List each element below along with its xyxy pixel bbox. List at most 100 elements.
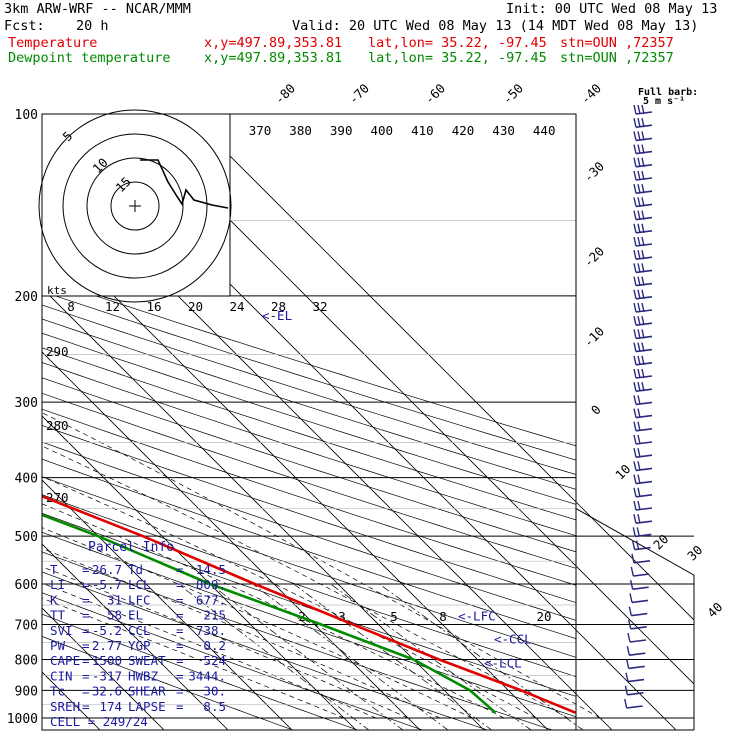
- wind-barb-feather: [633, 184, 637, 194]
- wind-barb-feather: [633, 342, 637, 352]
- wind-barb-feather: [633, 157, 637, 167]
- parcel-info-key: CAPE: [50, 653, 80, 668]
- isotherm-label: -40: [578, 81, 605, 108]
- parcel-level-label: <-EL: [262, 308, 292, 323]
- parcel-info-value: 0.2: [203, 638, 226, 653]
- parcel-info-key: HWBZ: [128, 668, 159, 683]
- wind-barb-feather: [633, 170, 637, 181]
- wind-barb-feather: [637, 368, 641, 379]
- wind-barb-feather: [633, 500, 637, 511]
- parcel-info-eq: =: [82, 638, 90, 653]
- dry-adiabat-label: 380: [289, 123, 312, 138]
- dry-adiabat: [42, 635, 294, 730]
- wind-barb-feather: [641, 184, 645, 194]
- parcel-info-key: Td: [128, 562, 143, 577]
- hodograph-speed-label: 32: [312, 299, 327, 314]
- wind-barb-feather: [637, 131, 641, 141]
- barb-legend-line2: 5 m s⁻¹: [643, 96, 685, 107]
- temperature-legend: Temperature: [8, 35, 98, 51]
- parcel-info-eq: =: [176, 623, 184, 638]
- wind-barb: [635, 441, 653, 445]
- parcel-info-value: 524: [203, 653, 226, 668]
- parcel-info-eq: =: [82, 623, 90, 638]
- wind-barb-feather: [641, 118, 645, 128]
- parcel-info-value: -317: [92, 668, 122, 683]
- isotherm-line: [42, 415, 357, 730]
- parcel-info-value: 3444.: [188, 668, 226, 683]
- parcel-info-key: SHEAR: [128, 684, 166, 699]
- mixing-ratio-label: 5: [390, 609, 398, 624]
- isotherm-label: -60: [422, 81, 449, 108]
- wind-barb-feather: [625, 672, 629, 682]
- wind-barb-feather: [641, 368, 645, 379]
- wind-barb-feather: [633, 316, 637, 326]
- profiles: [42, 494, 576, 714]
- isotherm-label: 30: [684, 542, 705, 563]
- theta-label: 290: [46, 344, 69, 359]
- isotherm-line: [42, 351, 421, 730]
- wind-barb-feather: [633, 434, 637, 445]
- dry-adiabat-label: 420: [452, 123, 475, 138]
- wind-barb-feather: [633, 289, 637, 299]
- parcel-level-label: <-CCL: [494, 631, 532, 646]
- wind-barb: [635, 520, 653, 524]
- dry-adiabat: [42, 476, 576, 658]
- isotherm-label: -70: [346, 81, 373, 108]
- parcel-info-key: CCL: [128, 623, 151, 638]
- parcel-level-label: <-LFC: [458, 609, 496, 624]
- parcel-info-key: CIN: [50, 668, 73, 683]
- pressure-label: 400: [15, 472, 38, 487]
- wind-barb-feather: [637, 474, 641, 484]
- dry-adiabat: [42, 592, 424, 730]
- parcel-info-eq: =: [82, 684, 90, 699]
- wind-barb-feather: [633, 197, 637, 207]
- wind-barb-feather: [637, 250, 641, 260]
- wind-barb-feather: [625, 659, 630, 669]
- wind-barb-feather: [637, 157, 641, 167]
- wind-barb-feather: [633, 408, 637, 418]
- wind-barb-feather: [633, 131, 637, 141]
- dewpoint-latlon: lat,lon= 35.22, -97.45: [368, 50, 547, 66]
- wind-barb-feather: [637, 395, 641, 405]
- wind-barb-feather: [637, 382, 641, 392]
- valid-time: Valid: 20 UTC Wed 08 May 13 (14 MDT Wed …: [292, 18, 699, 34]
- wind-barb-feather: [629, 580, 634, 590]
- parcel-info-eq: =: [176, 653, 184, 668]
- wind-barb-feather: [641, 342, 645, 352]
- parcel-info-key: EL: [128, 608, 143, 623]
- wind-barb: [635, 454, 653, 458]
- wind-barb-feather: [637, 342, 641, 352]
- wind-barb-feather: [637, 448, 641, 458]
- wind-barb-feather: [637, 514, 641, 524]
- parcel-info-eq: =: [82, 668, 90, 683]
- hodograph-speed-label: 20: [188, 299, 203, 314]
- dry-adiabat: [42, 531, 576, 718]
- isobars: [42, 113, 694, 719]
- parcel-info-value: -5.2: [92, 623, 122, 638]
- wind-barb: [626, 705, 643, 709]
- wind-barb-feather: [633, 487, 637, 497]
- wind-barb: [635, 467, 653, 472]
- wind-barb-feather: [631, 540, 636, 550]
- isotherm-line: [42, 223, 549, 730]
- mixing-ratio-label: 3: [338, 609, 346, 624]
- parcel-info-key: SREH: [50, 699, 80, 714]
- parcel-info-key: LCL: [128, 577, 151, 592]
- wind-barb-feather: [633, 276, 637, 286]
- wind-barb-feather: [641, 316, 645, 326]
- isotherm-label: 20: [650, 531, 671, 552]
- wind-barb: [629, 639, 647, 643]
- wind-barb-feather: [637, 434, 641, 445]
- wind-barb-feather: [641, 329, 645, 339]
- hodograph-speed-label: 16: [146, 299, 161, 314]
- wind-barb: [633, 573, 650, 577]
- pressure-label: 600: [15, 578, 38, 593]
- wind-barb-feather: [631, 553, 635, 563]
- wind-barb: [630, 626, 647, 630]
- parcel-info-eq: =: [176, 608, 184, 623]
- wind-barb: [631, 599, 649, 604]
- wind-barb: [635, 494, 653, 498]
- wind-barb: [635, 480, 653, 485]
- hodograph-ring: [38, 109, 232, 303]
- wind-barb-feather: [641, 276, 645, 286]
